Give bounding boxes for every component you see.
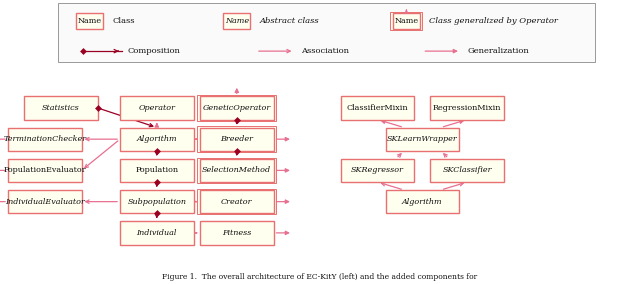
Text: RegressionMixin: RegressionMixin [433, 104, 502, 112]
FancyBboxPatch shape [120, 96, 193, 120]
Text: Generalization: Generalization [467, 47, 529, 55]
Text: Name: Name [77, 17, 102, 25]
FancyBboxPatch shape [8, 190, 82, 213]
Text: Composition: Composition [128, 47, 181, 55]
Text: SelectionMethod: SelectionMethod [202, 166, 271, 174]
Text: TerminationChecker: TerminationChecker [3, 135, 86, 143]
Text: ClassifierMixin: ClassifierMixin [347, 104, 408, 112]
Text: Statistics: Statistics [42, 104, 79, 112]
FancyBboxPatch shape [197, 158, 276, 183]
Text: GeneticOperator: GeneticOperator [203, 104, 271, 112]
Text: IndividualEvaluator: IndividualEvaluator [5, 198, 84, 206]
Text: Algorithm: Algorithm [402, 198, 443, 206]
FancyBboxPatch shape [430, 159, 504, 182]
FancyBboxPatch shape [76, 13, 103, 29]
FancyBboxPatch shape [8, 128, 82, 151]
FancyBboxPatch shape [120, 190, 193, 213]
Text: Association: Association [301, 47, 349, 55]
Text: Algorithm: Algorithm [136, 135, 177, 143]
Text: SKRegressor: SKRegressor [351, 166, 404, 174]
FancyBboxPatch shape [385, 128, 460, 151]
FancyBboxPatch shape [200, 96, 274, 120]
Text: SKClassifier: SKClassifier [442, 166, 492, 174]
FancyBboxPatch shape [385, 190, 460, 213]
FancyBboxPatch shape [120, 128, 193, 151]
FancyBboxPatch shape [120, 221, 193, 245]
Text: Breeder: Breeder [220, 135, 253, 143]
FancyBboxPatch shape [340, 96, 415, 120]
Text: Subpopulation: Subpopulation [127, 198, 186, 206]
Text: SKLearnWrapper: SKLearnWrapper [387, 135, 458, 143]
FancyBboxPatch shape [393, 13, 420, 29]
Text: Abstract class: Abstract class [259, 17, 319, 25]
FancyBboxPatch shape [200, 159, 274, 182]
Text: Creator: Creator [221, 198, 253, 206]
FancyBboxPatch shape [58, 3, 595, 62]
FancyBboxPatch shape [8, 159, 82, 182]
FancyBboxPatch shape [197, 189, 276, 214]
FancyBboxPatch shape [390, 12, 422, 30]
Text: Operator: Operator [138, 104, 175, 112]
FancyBboxPatch shape [197, 126, 276, 152]
Text: Figure 1.  The overall architecture of EC-KitY (left) and the added components f: Figure 1. The overall architecture of EC… [163, 273, 477, 281]
Text: Individual: Individual [136, 229, 177, 237]
Text: Name: Name [225, 17, 249, 25]
FancyBboxPatch shape [197, 95, 276, 121]
FancyBboxPatch shape [430, 96, 504, 120]
Text: Fitness: Fitness [222, 229, 252, 237]
FancyBboxPatch shape [120, 159, 193, 182]
FancyBboxPatch shape [24, 96, 97, 120]
FancyBboxPatch shape [200, 128, 274, 151]
FancyBboxPatch shape [200, 221, 274, 245]
Text: PopulationEvaluator: PopulationEvaluator [4, 166, 86, 174]
Text: Class generalized by Operator: Class generalized by Operator [429, 17, 557, 25]
FancyBboxPatch shape [340, 159, 415, 182]
Text: Population: Population [135, 166, 179, 174]
Text: Class: Class [112, 17, 134, 25]
Text: Name: Name [394, 17, 419, 25]
FancyBboxPatch shape [223, 13, 250, 29]
FancyBboxPatch shape [200, 190, 274, 213]
